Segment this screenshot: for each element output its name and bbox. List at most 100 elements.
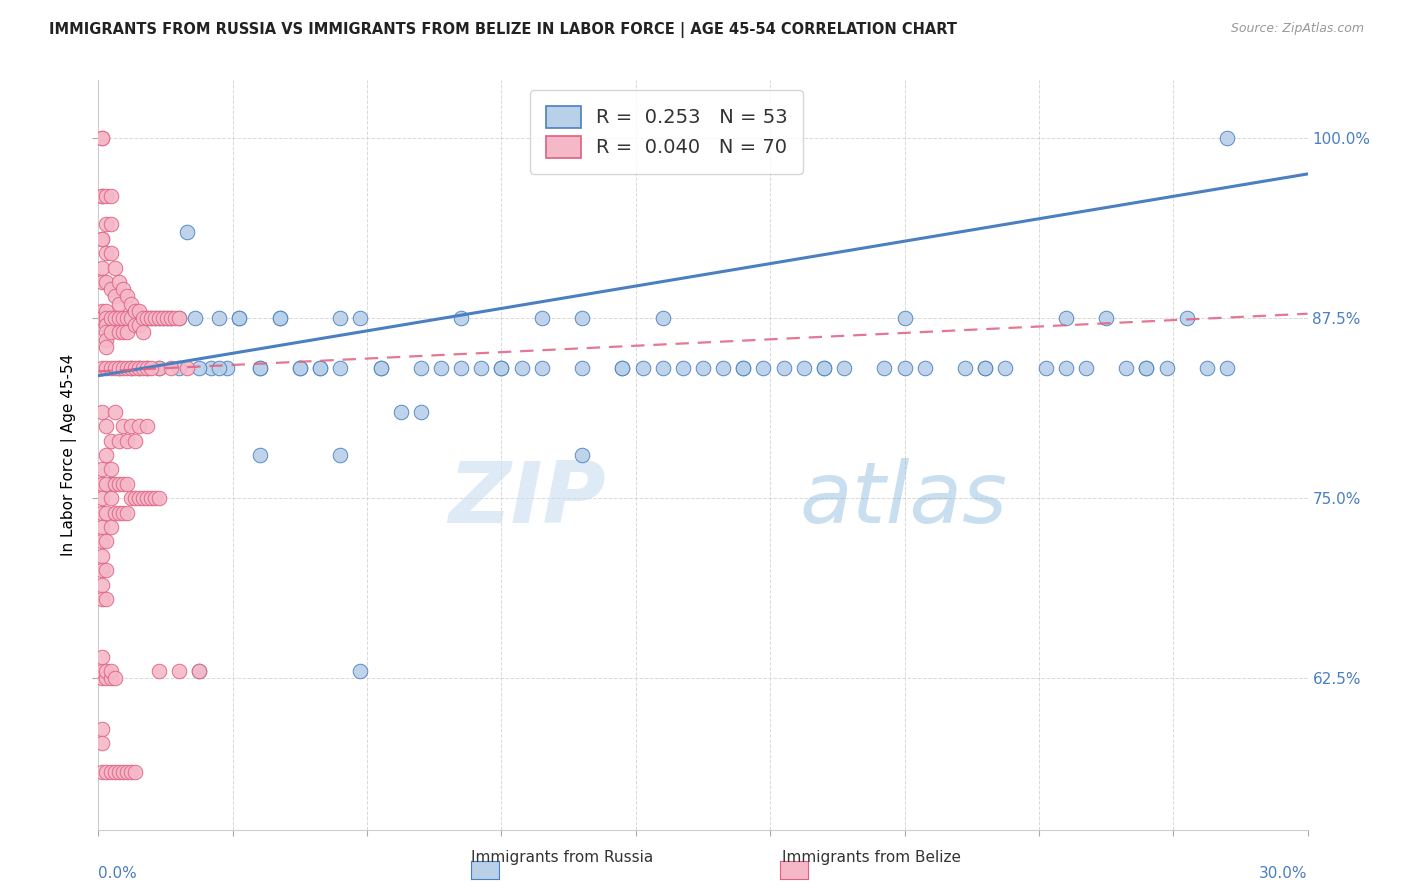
Point	[160, 361, 183, 376]
Point	[813, 361, 835, 376]
Point	[100, 671, 122, 685]
Point	[100, 246, 122, 260]
Text: ZIP: ZIP	[449, 458, 606, 541]
Point	[200, 361, 222, 376]
Point	[96, 506, 118, 520]
Point	[107, 296, 129, 310]
Point	[1135, 361, 1157, 376]
Text: 0.0%: 0.0%	[98, 865, 138, 880]
Point	[571, 448, 593, 462]
Point	[111, 764, 134, 779]
Point	[96, 303, 118, 318]
Text: atlas: atlas	[800, 458, 1008, 541]
Point	[974, 361, 997, 376]
Point	[115, 311, 138, 326]
Point	[953, 361, 976, 376]
Point	[692, 361, 714, 376]
Point	[228, 311, 250, 326]
Point	[91, 671, 114, 685]
Point	[100, 764, 122, 779]
Point	[160, 311, 183, 326]
Point	[103, 311, 125, 326]
Point	[91, 361, 114, 376]
Point	[752, 361, 775, 376]
Point	[91, 764, 114, 779]
Point	[107, 275, 129, 289]
Point	[370, 361, 392, 376]
Point	[91, 534, 114, 549]
Point	[111, 506, 134, 520]
Point	[217, 361, 239, 376]
Point	[100, 311, 122, 326]
Point	[91, 592, 114, 607]
Point	[103, 764, 125, 779]
Point	[115, 289, 138, 303]
Point	[450, 361, 472, 376]
Point	[96, 340, 118, 354]
Point	[107, 434, 129, 448]
Point	[91, 649, 114, 664]
Point	[152, 311, 174, 326]
Point	[111, 311, 134, 326]
Point	[370, 361, 392, 376]
Point	[120, 311, 142, 326]
Point	[329, 448, 352, 462]
Point	[91, 506, 114, 520]
Point	[143, 311, 166, 326]
Point	[491, 361, 513, 376]
Point	[120, 491, 142, 505]
Point	[124, 491, 146, 505]
Point	[309, 361, 332, 376]
Point	[530, 311, 553, 326]
Point	[571, 361, 593, 376]
Point	[167, 311, 190, 326]
Point	[188, 664, 211, 678]
Point	[139, 311, 162, 326]
Point	[91, 275, 114, 289]
Point	[470, 361, 492, 376]
Point	[96, 419, 118, 434]
Point	[135, 311, 157, 326]
Point	[103, 671, 125, 685]
Point	[1175, 311, 1198, 326]
Point	[124, 318, 146, 333]
Point	[1216, 131, 1239, 145]
Point	[1054, 361, 1077, 376]
Point	[893, 311, 915, 326]
Point	[96, 764, 118, 779]
Point	[813, 361, 835, 376]
Point	[100, 664, 122, 678]
Point	[91, 260, 114, 275]
Point	[793, 361, 815, 376]
Point	[711, 361, 734, 376]
Point	[91, 303, 114, 318]
Point	[91, 462, 114, 476]
Point	[409, 405, 432, 419]
Point	[124, 434, 146, 448]
Point	[148, 491, 170, 505]
Point	[148, 311, 170, 326]
Point	[188, 361, 211, 376]
Point	[208, 311, 231, 326]
Point	[1216, 361, 1239, 376]
Point	[115, 326, 138, 340]
Point	[100, 491, 122, 505]
Point	[994, 361, 1017, 376]
Point	[96, 326, 118, 340]
Point	[612, 361, 634, 376]
Point	[167, 361, 190, 376]
Point	[107, 361, 129, 376]
Point	[143, 311, 166, 326]
Point	[128, 303, 150, 318]
Point	[631, 361, 654, 376]
Point	[120, 361, 142, 376]
Point	[107, 311, 129, 326]
Point	[100, 476, 122, 491]
Point	[91, 131, 114, 145]
Point	[128, 419, 150, 434]
Point	[269, 311, 291, 326]
Point	[91, 520, 114, 534]
Point	[156, 311, 179, 326]
Point	[111, 361, 134, 376]
Point	[124, 764, 146, 779]
